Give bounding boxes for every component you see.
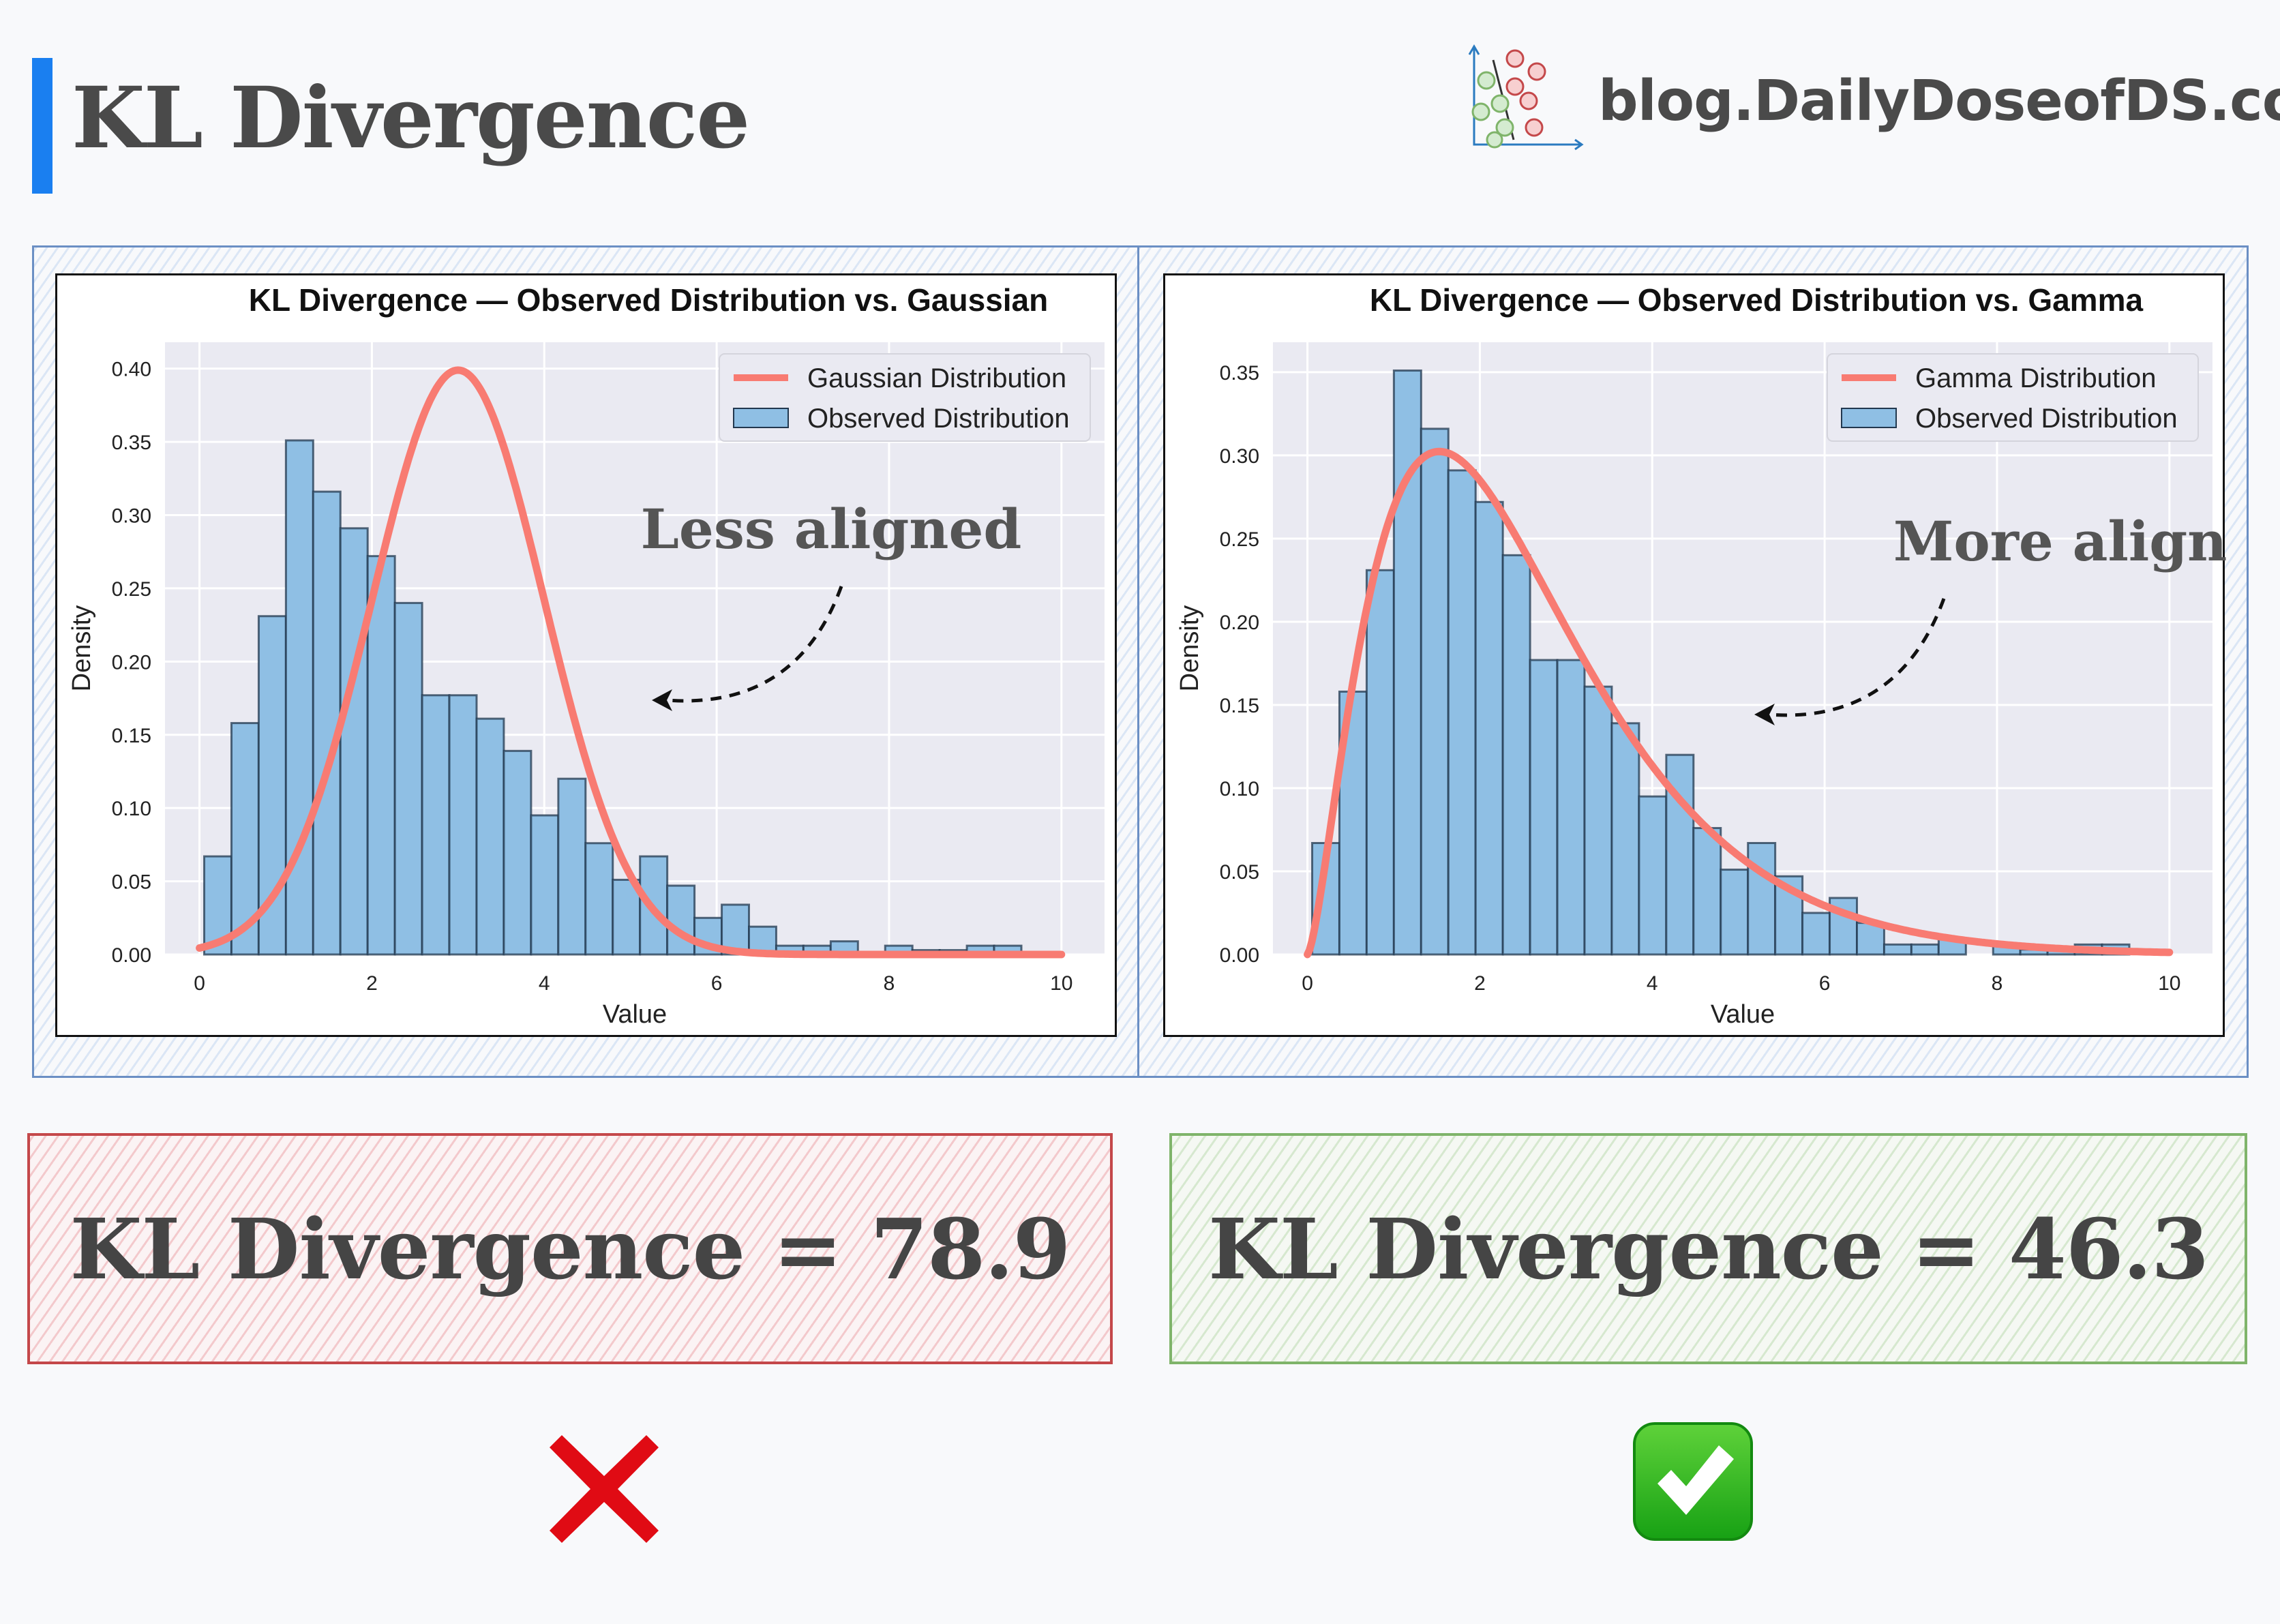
x-axis-label: Value bbox=[603, 1000, 667, 1029]
histogram-bar bbox=[1365, 569, 1395, 956]
arrowhead-icon bbox=[1754, 704, 1775, 725]
histogram-bar bbox=[475, 717, 505, 956]
histogram-bar bbox=[448, 694, 478, 956]
y-tick-label: 0.15 bbox=[1220, 695, 1259, 717]
arrowhead-icon bbox=[652, 689, 672, 711]
histogram-bar bbox=[666, 884, 696, 956]
y-axis-label: Density bbox=[68, 605, 96, 692]
histogram-bar bbox=[1747, 842, 1777, 956]
x-tick-label: 10 bbox=[1050, 972, 1072, 995]
pdf-curve bbox=[1304, 447, 2174, 959]
histogram-bar bbox=[1420, 427, 1450, 956]
y-tick-label: 0.10 bbox=[1220, 778, 1259, 800]
histogram-bar bbox=[421, 694, 451, 956]
legend-curve-label: Gamma Distribution bbox=[1915, 363, 2156, 393]
y-tick-label: 0.25 bbox=[112, 578, 151, 601]
histogram-bar bbox=[1474, 500, 1504, 956]
y-tick-label: 0.00 bbox=[112, 944, 151, 967]
x-axis-label: Value bbox=[1711, 1000, 1775, 1029]
y-tick-label: 0.35 bbox=[112, 432, 151, 454]
histogram-bar bbox=[1856, 922, 1885, 956]
kl-result-gamma: KL Divergence = 46.3 bbox=[1169, 1133, 2247, 1364]
x-tick-label: 2 bbox=[366, 972, 378, 995]
annotation-text: Less aligned bbox=[641, 497, 1022, 561]
histogram-bar bbox=[612, 878, 642, 956]
y-tick-label: 0.25 bbox=[1220, 528, 1259, 551]
annotation-arrow bbox=[1769, 598, 1946, 717]
histogram-bar bbox=[1801, 912, 1831, 956]
y-tick-label: 0.00 bbox=[1220, 944, 1259, 967]
histogram-bar bbox=[1882, 943, 1912, 956]
histogram-bar bbox=[1638, 795, 1668, 956]
x-tick-label: 8 bbox=[1992, 972, 2003, 995]
histogram-bar bbox=[1665, 753, 1695, 956]
brand-text: blog.DailyDoseofDS.com bbox=[1598, 69, 2280, 134]
histogram-bar bbox=[1610, 722, 1640, 956]
x-tick-label: 10 bbox=[2158, 972, 2180, 995]
chart-title: KL Divergence — Observed Distribution vs… bbox=[1370, 282, 2144, 318]
histogram-bar bbox=[1447, 469, 1477, 956]
page-title: KL Divergence bbox=[72, 69, 750, 168]
histogram-bar bbox=[1529, 659, 1559, 956]
legend-bar-swatch bbox=[1841, 408, 1897, 428]
histogram-bar bbox=[1910, 943, 1940, 956]
cross-mark-icon bbox=[550, 1435, 659, 1543]
logo-icon bbox=[1468, 44, 1584, 151]
legend bbox=[1827, 353, 2199, 442]
legend-bar-swatch bbox=[733, 408, 789, 428]
histogram-bar bbox=[1692, 827, 1722, 956]
y-tick-label: 0.30 bbox=[112, 505, 151, 528]
histogram-bar bbox=[339, 527, 369, 956]
y-tick-label: 0.40 bbox=[112, 359, 151, 381]
title-accent-bar bbox=[32, 58, 52, 194]
x-tick-label: 0 bbox=[194, 972, 205, 995]
histogram-bar bbox=[530, 814, 560, 956]
histogram-bar bbox=[502, 749, 532, 956]
chart-gaussian: 0.00 0.05 0.10 0.15 0.20 0.25 0.30 0.35 0.40 0 2 4 6… bbox=[55, 273, 1117, 1037]
histogram-bar bbox=[557, 777, 587, 956]
x-tick-label: 0 bbox=[1302, 972, 1313, 995]
chart-gaussian-svg: 0.00 0.05 0.10 0.15 0.20 0.25 0.30 0.35 0.40 0 2 4 6… bbox=[68, 282, 1105, 1029]
histogram-bar bbox=[1501, 554, 1531, 956]
y-tick-label: 0.20 bbox=[112, 651, 151, 674]
histogram-bar bbox=[584, 842, 614, 956]
legend bbox=[719, 353, 1091, 442]
histogram-bar bbox=[393, 601, 423, 956]
y-tick-label: 0.35 bbox=[1220, 362, 1259, 385]
y-axis-label: Density bbox=[1175, 605, 1204, 692]
y-tick-label: 0.05 bbox=[112, 871, 151, 894]
annotation-text: More aligned bbox=[1893, 509, 2227, 573]
chart-gamma: 0.00 0.05 0.10 0.15 0.20 0.25 0.30 0.35 0 2 4 6 8 10 K… bbox=[1163, 273, 2227, 1037]
x-tick-label: 4 bbox=[539, 972, 550, 995]
histogram-bar bbox=[1556, 659, 1586, 956]
pdf-curve bbox=[196, 366, 1066, 959]
check-mark-icon bbox=[1633, 1422, 1753, 1541]
y-tick-label: 0.15 bbox=[112, 725, 151, 747]
histogram-bar bbox=[1720, 869, 1750, 956]
chart-title: KL Divergence — Observed Distribution vs… bbox=[249, 282, 1049, 318]
x-tick-label: 2 bbox=[1474, 972, 1486, 995]
x-tick-label: 6 bbox=[711, 972, 723, 995]
x-tick-label: 6 bbox=[1819, 972, 1831, 995]
legend-bar-label: Observed Distribution bbox=[1915, 404, 2178, 434]
histogram-bar bbox=[366, 555, 396, 956]
y-tick-label: 0.20 bbox=[1220, 612, 1259, 634]
y-tick-label: 0.10 bbox=[112, 798, 151, 820]
y-tick-label: 0.30 bbox=[1220, 445, 1259, 468]
x-tick-label: 4 bbox=[1647, 972, 1658, 995]
kl-value-gamma: KL Divergence = 46.3 bbox=[1208, 1199, 2209, 1298]
legend-bar-label: Observed Distribution bbox=[807, 404, 1070, 434]
y-tick-label: 0.05 bbox=[1220, 861, 1259, 884]
kl-result-gaussian: KL Divergence = 78.9 bbox=[27, 1133, 1113, 1364]
legend-curve-label: Gaussian Distribution bbox=[807, 363, 1066, 393]
kl-value-gaussian: KL Divergence = 78.9 bbox=[70, 1199, 1070, 1298]
x-tick-label: 8 bbox=[884, 972, 895, 995]
histogram-bar bbox=[1583, 685, 1613, 956]
annotation-arrow bbox=[666, 586, 843, 703]
chart-gamma-svg: 0.00 0.05 0.10 0.15 0.20 0.25 0.30 0.35 0 2 4 6 8 10 K… bbox=[1175, 282, 2227, 1029]
histogram-bar bbox=[312, 490, 342, 956]
histogram-bar bbox=[284, 439, 314, 956]
panel-divider bbox=[1137, 245, 1139, 1078]
